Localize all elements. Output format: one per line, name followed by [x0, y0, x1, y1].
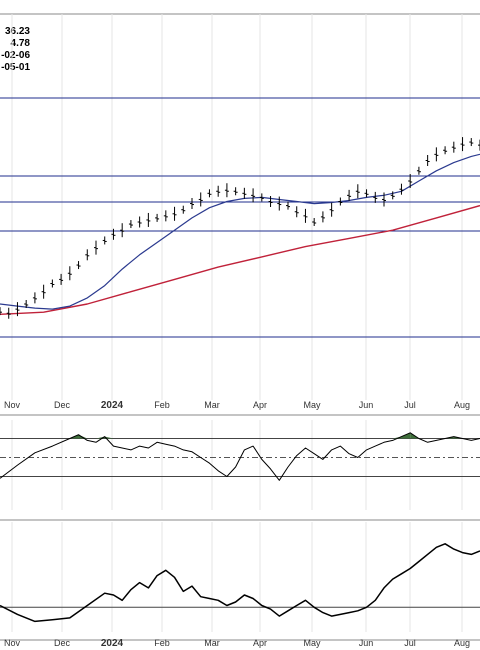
x-tick-label-bottom-Mar: Mar [204, 638, 220, 648]
x-tick-label-Feb: Feb [154, 400, 170, 410]
x-tick-label-Mar: Mar [204, 400, 220, 410]
header-value-4: -05-01 [1, 62, 30, 73]
header-value-1: 36.23 [4, 26, 30, 37]
x-tick-label-Dec: Dec [54, 400, 71, 410]
x-tick-label-bottom-Apr: Apr [253, 638, 267, 648]
x-tick-label-bottom-Nov: Nov [4, 638, 21, 648]
x-tick-label-bottom-Jul: Jul [404, 638, 416, 648]
oscillator-line [0, 432, 480, 481]
osc-fill-8 [104, 436, 114, 439]
x-tick-label-bottom-Aug: Aug [454, 638, 470, 648]
x-tick-label-Aug: Aug [454, 400, 470, 410]
x-tick-label-Jun: Jun [359, 400, 374, 410]
x-tick-label-bottom-May: May [303, 638, 321, 648]
header-values: 36.23 4.78 -02-06 -05-01 [0, 26, 30, 74]
x-tick-label-bottom-Dec: Dec [54, 638, 71, 648]
x-tick-label-Apr: Apr [253, 400, 267, 410]
x-tick-label-Nov: Nov [4, 400, 21, 410]
ma-slow-line [0, 204, 480, 315]
header-value-3: -02-06 [1, 50, 30, 61]
indicator-line [0, 543, 480, 623]
header-value-2: 4.78 [10, 38, 30, 49]
x-tick-label-bottom-Jun: Jun [359, 638, 374, 648]
x-tick-label-2024: 2024 [101, 400, 124, 411]
ma-fast-line [0, 153, 480, 310]
x-tick-label-Jul: Jul [404, 400, 416, 410]
x-tick-label-May: May [303, 400, 321, 410]
x-tick-label-bottom-Feb: Feb [154, 638, 170, 648]
x-tick-label-bottom-2024: 2024 [101, 638, 124, 649]
